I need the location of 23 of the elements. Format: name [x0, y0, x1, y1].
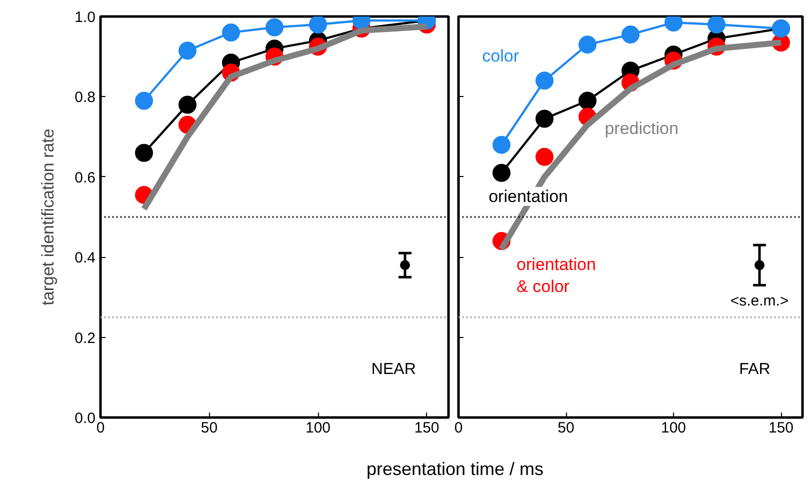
series-label: color — [482, 46, 520, 66]
x-tick-label: 50 — [200, 420, 218, 436]
y-tick-label: 0.8 — [74, 89, 96, 106]
series-label: prediction — [604, 118, 678, 138]
x-tick-label: 100 — [660, 420, 686, 436]
y-tick-label: 0.0 — [74, 410, 96, 427]
y-tick-label: 1.0 — [74, 9, 96, 26]
x-tick-label: 0 — [96, 420, 105, 436]
y-tick-label: 0.2 — [74, 330, 96, 347]
y-tick-label: 0.4 — [74, 250, 96, 267]
series-label: orientation — [488, 186, 568, 206]
annotation: <s.e.m.> — [730, 292, 789, 310]
x-axis-title: presentation time / ms — [366, 458, 544, 481]
annotation: NEAR — [371, 360, 416, 378]
y-axis-title: target identification rate — [38, 128, 58, 306]
x-tick-label: 150 — [414, 420, 440, 436]
series-label: orientation & color — [516, 255, 596, 296]
annotation: FAR — [739, 360, 770, 378]
x-tick-label: 50 — [558, 420, 574, 436]
x-tick-label: 0 — [454, 420, 463, 436]
y-tick-label: 0.6 — [74, 169, 96, 186]
x-tick-label: 150 — [768, 420, 794, 436]
x-tick-label: 100 — [305, 420, 331, 436]
